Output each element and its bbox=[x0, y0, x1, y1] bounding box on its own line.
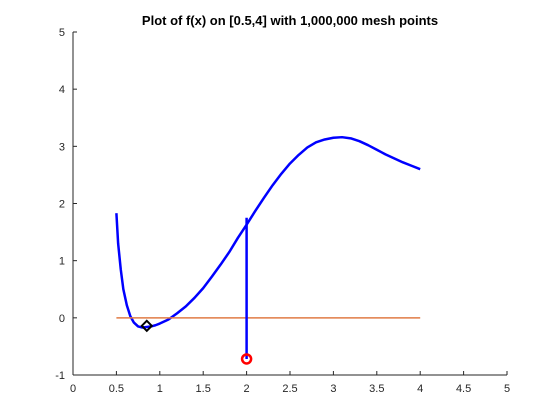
chart-title: Plot of f(x) on [0.5,4] with 1,000,000 m… bbox=[142, 13, 438, 28]
axes: 0 0.5 1 1.5 2 2.5 3 3.5 4 4.5 5 -1 0 1 2 3 4 5 bbox=[55, 27, 510, 395]
x-tick-label: 0 bbox=[70, 383, 76, 395]
y-tick-label: 2 bbox=[59, 199, 65, 211]
y-tick-label: 0 bbox=[59, 313, 65, 325]
x-tick-label: 5 bbox=[504, 383, 510, 395]
marker-minimum bbox=[140, 319, 154, 333]
y-tick-label: 5 bbox=[59, 27, 65, 39]
x-tick-label: 4 bbox=[417, 383, 423, 395]
plot-area bbox=[115, 135, 421, 365]
y-tick-label: -1 bbox=[55, 370, 65, 382]
x-tick-label: 0.5 bbox=[109, 383, 124, 395]
y-tick-label: 4 bbox=[59, 84, 65, 96]
x-tick-label: 3 bbox=[330, 383, 336, 395]
x-tick-label: 2 bbox=[244, 383, 250, 395]
x-tick-label: 1 bbox=[157, 383, 163, 395]
x-tick-label: 4.5 bbox=[456, 383, 471, 395]
x-tick-label: 2.5 bbox=[282, 383, 297, 395]
y-tick-label: 3 bbox=[59, 141, 65, 153]
series-curve bbox=[115, 135, 421, 329]
marker-point bbox=[240, 353, 253, 365]
x-tick-label: 1.5 bbox=[196, 383, 211, 395]
x-tick-label: 3.5 bbox=[369, 383, 384, 395]
y-tick-label: 1 bbox=[59, 256, 65, 268]
